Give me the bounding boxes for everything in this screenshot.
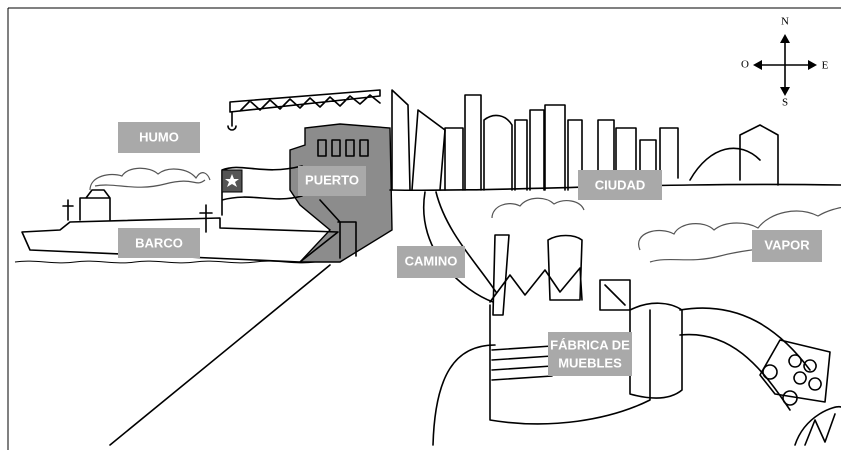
label-text: VAPOR	[764, 237, 810, 252]
label-vapor: VAPOR	[752, 230, 822, 262]
label-humo: HUMO	[118, 122, 200, 153]
label-camino: CAMINO	[397, 246, 465, 278]
compass-east: E	[822, 60, 829, 72]
compass-south: S	[782, 97, 788, 109]
label-puerto: PUERTO	[298, 166, 366, 196]
label-text: CAMINO	[405, 253, 458, 268]
label-text: MUEBLES	[558, 355, 622, 370]
label-barco: BARCO	[118, 228, 200, 258]
compass-west: O	[741, 59, 749, 71]
label-ciudad: CIUDAD	[578, 170, 662, 200]
illustration: N S O E	[0, 0, 841, 450]
label-text: HUMO	[139, 129, 179, 144]
label-text: PUERTO	[305, 172, 359, 187]
label-text: BARCO	[135, 235, 183, 250]
compass-north: N	[781, 16, 789, 28]
label-text: CIUDAD	[595, 177, 646, 192]
background	[0, 0, 841, 450]
label-fabrica: FÁBRICA DE MUEBLES	[548, 332, 632, 376]
label-text: FÁBRICA DE	[550, 337, 630, 352]
